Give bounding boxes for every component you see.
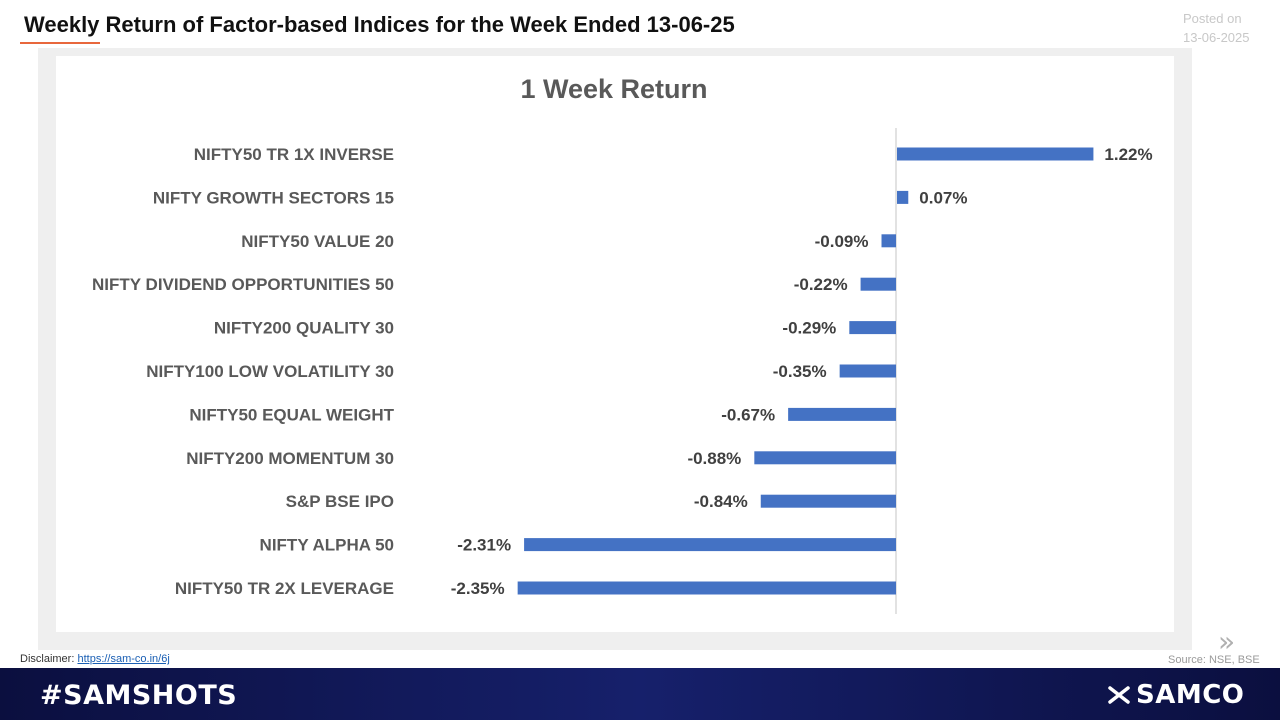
bar (881, 234, 896, 248)
category-label: NIFTY DIVIDEND OPPORTUNITIES 50 (92, 275, 394, 294)
bar (849, 321, 896, 335)
category-label: NIFTY200 QUALITY 30 (214, 319, 394, 338)
data-label: -2.35% (451, 579, 505, 598)
data-label: -0.22% (794, 275, 848, 294)
category-label: NIFTY100 LOW VOLATILITY 30 (146, 362, 394, 381)
chart-area: 1 Week Return NIFTY50 TR 1X INVERSE 1.22%… (56, 56, 1174, 632)
disclaimer-label: Disclaimer: (20, 653, 75, 665)
bar (860, 277, 896, 291)
category-label: NIFTY50 VALUE 20 (241, 232, 394, 251)
data-label: -0.09% (815, 232, 869, 251)
category-label: NIFTY50 TR 2X LEVERAGE (175, 579, 394, 598)
disclaimer: Disclaimer: https://sam-co.in/6j (20, 653, 170, 665)
posted-info: Posted on 13-06-2025 (1183, 9, 1250, 47)
bar (839, 364, 896, 378)
bar (517, 581, 896, 595)
bar (760, 494, 896, 508)
data-label: 0.07% (919, 188, 967, 207)
next-arrows-icon[interactable]: » (1218, 625, 1236, 658)
posted-date: 13-06-2025 (1183, 30, 1250, 45)
bar (897, 190, 909, 204)
chart-frame: 1 Week Return NIFTY50 TR 1X INVERSE 1.22%… (38, 48, 1192, 650)
page-title: Weekly Return of Factor-based Indices fo… (24, 12, 735, 37)
data-label: -0.84% (694, 492, 748, 511)
posted-label: Posted on (1183, 11, 1242, 26)
data-label: -0.67% (721, 405, 775, 424)
bar (754, 451, 896, 465)
data-label: -0.29% (782, 319, 836, 338)
samco-logo-icon (1108, 686, 1130, 704)
data-label: 1.22% (1104, 145, 1152, 164)
chart-body: NIFTY50 TR 1X INVERSE 1.22% NIFTY GROWTH S… (92, 128, 1153, 614)
title-underline (20, 42, 100, 44)
source-note: Source: NSE, BSE (1168, 654, 1260, 666)
brand-name: SAMCO (1136, 680, 1245, 710)
disclaimer-link[interactable]: https://sam-co.in/6j (77, 653, 170, 665)
chart-title: 1 Week Return (520, 74, 707, 104)
category-label: NIFTY50 TR 1X INVERSE (194, 145, 394, 164)
bar-chart: 1 Week Return NIFTY50 TR 1X INVERSE 1.22%… (92, 74, 1153, 614)
brand-logo: SAMCO (1108, 680, 1245, 710)
data-label: -0.35% (773, 362, 827, 381)
bar (524, 538, 896, 552)
category-label: NIFTY50 EQUAL WEIGHT (189, 405, 394, 424)
bar (897, 147, 1094, 161)
category-label: NIFTY ALPHA 50 (260, 536, 394, 555)
category-label: NIFTY200 MOMENTUM 30 (186, 449, 394, 468)
data-label: -0.88% (687, 449, 741, 468)
footer-bar: #SAMSHOTS SAMCO (0, 668, 1280, 720)
hashtag-label: #SAMSHOTS (40, 680, 238, 711)
category-label: NIFTY GROWTH SECTORS 15 (153, 188, 394, 207)
bar (788, 407, 896, 421)
data-label: -2.31% (457, 536, 511, 555)
category-label: S&P BSE IPO (286, 492, 394, 511)
